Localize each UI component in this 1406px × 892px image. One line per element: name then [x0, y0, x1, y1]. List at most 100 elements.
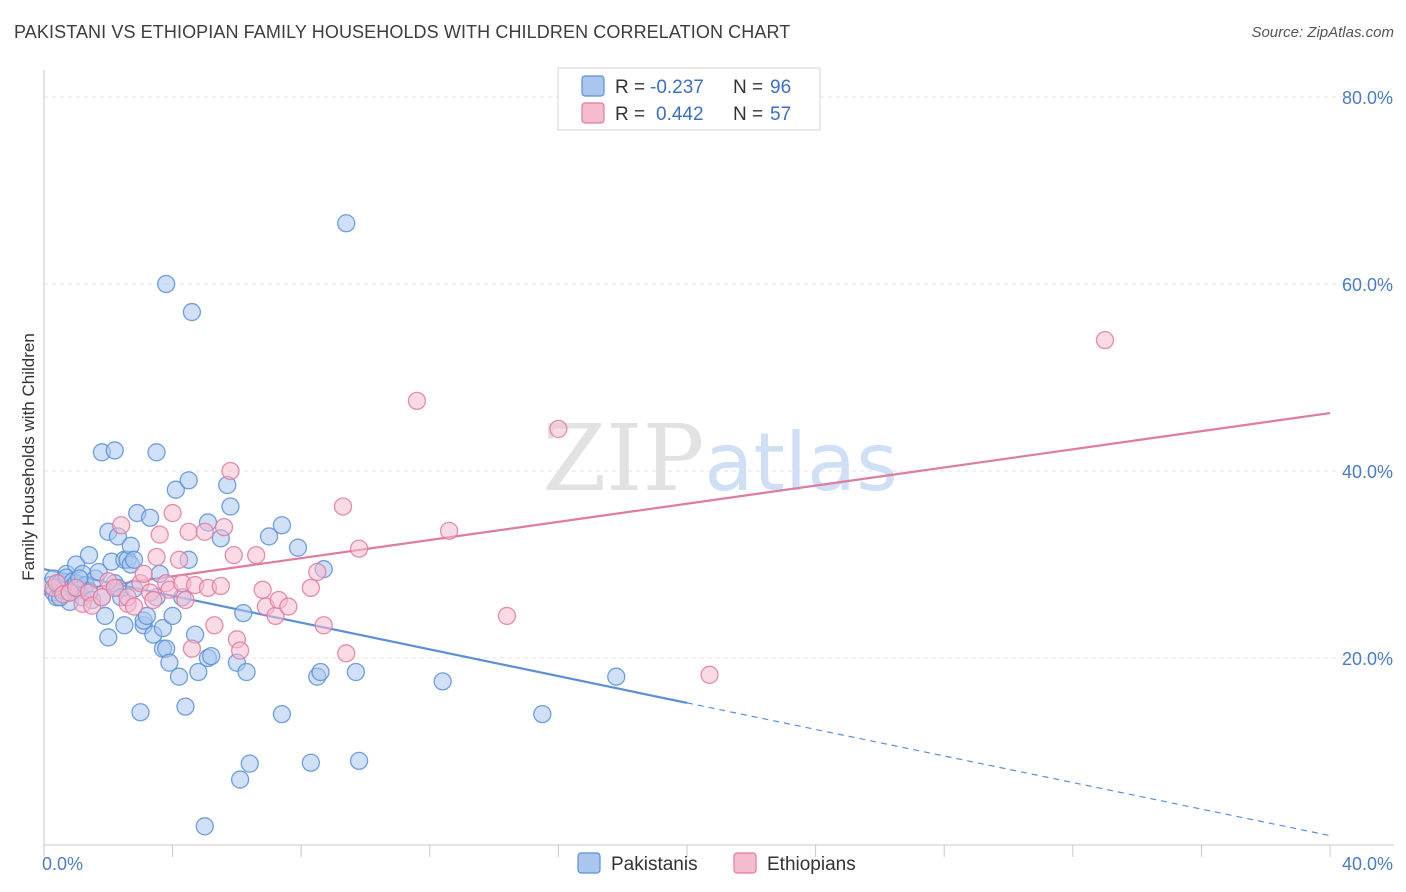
y-axis-label: Family Households with Children: [19, 333, 38, 581]
pakistani-point-51: [153, 618, 173, 638]
ethiopian-point-34: [214, 517, 234, 537]
legend-r-label-1: R =: [615, 77, 645, 98]
pakistani-point-26: [95, 606, 115, 626]
pakistani-point-56: [163, 606, 182, 626]
ethiopian-trend-line: [44, 411, 1331, 596]
pakistani-point-63: [182, 302, 202, 322]
ethiopian-point-36: [224, 546, 243, 565]
ethiopian-point-30: [195, 522, 214, 541]
data-points: [44, 214, 1115, 836]
grid-lines: [44, 96, 1394, 659]
pakistani-point-77: [240, 754, 259, 773]
ethiopian-point-10: [105, 578, 124, 598]
ethiopian-point-53: [497, 606, 517, 626]
ethiopian-point-20: [150, 525, 169, 544]
bottom-legend: Pakistanis Ethiopians: [577, 852, 856, 875]
ethiopian-point-47: [314, 616, 333, 635]
pakistani-point-87: [346, 662, 366, 682]
pakistani-point-78: [259, 527, 279, 546]
ethiopian-point-19: [147, 547, 166, 567]
pakistani-point-65: [189, 662, 208, 682]
pakistani-point-93: [105, 441, 124, 460]
y-tick-label-0: 80.0%: [1342, 88, 1393, 108]
ethiopian-point-44: [279, 597, 298, 616]
pakistani-trend-line-extension: [686, 702, 1331, 837]
ethiopian-point-33: [211, 576, 230, 596]
pakistani-point-54: [157, 274, 176, 294]
x-tick-labels: 0.0% 40.0%: [42, 854, 1393, 874]
legend: R = -0.237 N = 96 R = 0.442 N = 57: [557, 67, 821, 131]
legend-swatch-ethiopians: [581, 102, 605, 124]
ethiopian-point-32: [205, 616, 224, 635]
ethiopian-point-46: [308, 562, 327, 582]
legend-swatch-pakistanis: [581, 75, 605, 97]
pakistani-point-48: [147, 443, 166, 462]
pakistani-point-84: [311, 662, 330, 682]
bottom-legend-swatch-ethiopians: [733, 852, 757, 874]
pakistani-point-28: [99, 628, 118, 647]
pakistani-point-45: [137, 606, 157, 626]
ethiopian-point-52: [439, 521, 459, 540]
ethiopian-point-54: [549, 419, 568, 439]
ethiopian-point-27: [179, 522, 198, 541]
pakistani-point-42: [131, 703, 150, 722]
pakistani-point-55: [160, 653, 179, 672]
bottom-legend-pakistanis: Pakistanis: [611, 854, 698, 875]
pakistani-point-76: [237, 662, 256, 682]
legend-r-value-1: -0.237: [650, 77, 704, 98]
ethiopian-point-38: [230, 641, 250, 660]
ethiopian-point-11: [112, 516, 131, 535]
pakistani-point-58: [169, 667, 189, 686]
bottom-legend-ethiopians: Ethiopians: [767, 854, 856, 875]
pakistani-point-74: [230, 770, 250, 789]
chart-source: Source: ZipAtlas.com: [1251, 24, 1394, 41]
ethiopian-point-18: [144, 590, 163, 610]
pakistani-point-66: [195, 817, 214, 836]
ethiopian-point-45: [301, 578, 320, 598]
ethiopian-point-16: [134, 564, 153, 583]
pakistani-point-72: [221, 497, 240, 516]
axes: [43, 70, 1394, 857]
pakistani-point-79: [272, 516, 292, 535]
ethiopian-point-40: [253, 580, 272, 599]
ethiopian-point-8: [92, 588, 112, 607]
ethiopian-point-39: [247, 546, 266, 565]
ethiopian-point-23: [163, 503, 182, 523]
pakistani-point-75: [234, 603, 253, 623]
y-tick-label-2: 40.0%: [1342, 462, 1393, 482]
pakistani-point-34: [115, 616, 134, 635]
ethiopian-point-24: [169, 550, 189, 569]
ethiopian-point-48: [333, 497, 353, 516]
ethiopian-point-28: [182, 639, 202, 658]
x-tick-label-0: 0.0%: [42, 854, 83, 874]
pakistani-point-46: [140, 508, 160, 527]
ethiopian-point-26: [176, 590, 195, 610]
legend-n-value-2: 57: [770, 104, 791, 125]
ethiopian-point-55: [700, 665, 719, 684]
watermark-atlas: atlas: [704, 416, 897, 509]
legend-n-label-1: N =: [733, 77, 763, 98]
pakistani-point-89: [433, 672, 452, 691]
pakistani-point-91: [607, 667, 626, 686]
y-tick-label-1: 60.0%: [1342, 275, 1393, 295]
pakistani-point-81: [288, 538, 308, 557]
pakistani-point-86: [337, 214, 356, 233]
ethiopian-point-50: [349, 539, 369, 558]
ethiopian-point-14: [124, 597, 144, 616]
bottom-legend-swatch-pakistanis: [577, 852, 601, 874]
pakistani-point-80: [272, 704, 292, 724]
pakistani-point-69: [202, 646, 221, 666]
y-tick-label-3: 20.0%: [1342, 649, 1393, 669]
pakistani-point-39: [124, 550, 144, 569]
pakistani-point-90: [533, 704, 552, 724]
watermark-zip: ZIP: [542, 405, 704, 512]
pakistani-point-20: [79, 546, 99, 565]
pakistani-point-61: [179, 471, 198, 490]
ethiopian-point-51: [407, 391, 427, 411]
y-tick-labels: 80.0% 60.0% 40.0% 20.0%: [1342, 88, 1393, 669]
x-tick-label-1: 40.0%: [1342, 854, 1393, 874]
chart-title: PAKISTANI VS ETHIOPIAN FAMILY HOUSEHOLDS…: [14, 22, 791, 42]
ethiopian-point-56: [1095, 330, 1115, 350]
legend-n-label-2: N =: [733, 104, 763, 125]
